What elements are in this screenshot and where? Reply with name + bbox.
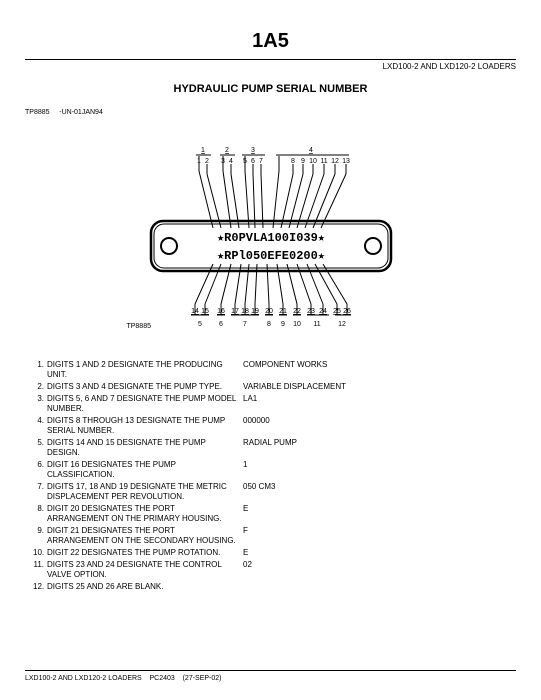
svg-text:20: 20 [265, 308, 273, 315]
svg-text:11: 11 [320, 158, 327, 165]
top-label: 2 [225, 147, 229, 154]
svg-text:26: 26 [343, 308, 351, 315]
document-reference: TP8885 -UN-01JAN94 [25, 109, 516, 116]
top-label: 1 [201, 147, 205, 154]
svg-text:10: 10 [293, 321, 301, 328]
plate-line-2: ★RPl050EFE0200★ [216, 249, 324, 263]
svg-text:8: 8 [267, 321, 271, 328]
footer-date: (27-SEP-02) [183, 675, 222, 682]
header-product-label: LXD100-2 AND LXD120-2 LOADERS [25, 62, 516, 71]
svg-text:12: 12 [331, 158, 339, 165]
svg-text:16: 16 [217, 308, 225, 315]
definitions-list: 1. DIGITS 1 AND 2 DESIGNATE THE PRODUCIN… [33, 360, 516, 592]
doc-ref-date: -UN-01JAN94 [59, 109, 103, 116]
svg-text:12: 12 [338, 321, 346, 328]
footer-manual-code: PC2403 [150, 675, 175, 682]
svg-text:23: 23 [307, 308, 315, 315]
diagram-container: ★R0PVLA100I039★ ★RPl050EFE0200★ [25, 136, 516, 336]
svg-text:2: 2 [205, 158, 209, 165]
definition-row: 4. DIGITS 8 THROUGH 13 DESIGNATE THE PUM… [33, 416, 516, 436]
definition-row: 9. DIGIT 21 DESIGNATES THE PORT ARRANGEM… [33, 526, 516, 546]
svg-text:24: 24 [319, 308, 327, 315]
svg-text:4: 4 [229, 158, 233, 165]
top-label: 4 [309, 147, 313, 154]
page-footer: LXD100-2 AND LXD120-2 LOADERS PC2403 (27… [25, 670, 516, 682]
svg-text:8: 8 [291, 158, 295, 165]
svg-text:6: 6 [251, 158, 255, 165]
definition-value: COMPONENT WORKS [243, 360, 516, 370]
definition-row: 1. DIGITS 1 AND 2 DESIGNATE THE PRODUCIN… [33, 360, 516, 380]
section-number: 1A5 [25, 30, 516, 53]
svg-text:5: 5 [198, 321, 202, 328]
svg-text:10: 10 [309, 158, 317, 165]
svg-text:7: 7 [259, 158, 263, 165]
top-label: 3 [251, 147, 255, 154]
definition-row: 3. DIGITS 5, 6 AND 7 DESIGNATE THE PUMP … [33, 394, 516, 414]
plate-line-1: ★R0PVLA100I039★ [216, 231, 324, 245]
svg-text:5: 5 [243, 158, 247, 165]
svg-text:19: 19 [251, 308, 259, 315]
svg-text:3: 3 [221, 158, 225, 165]
svg-text:13: 13 [342, 158, 350, 165]
svg-text:17: 17 [231, 308, 239, 315]
svg-text:18: 18 [241, 308, 249, 315]
definition-text: DIGITS 1 AND 2 DESIGNATE THE PRODUCING U… [47, 360, 243, 380]
svg-text:22: 22 [293, 308, 301, 315]
svg-text:25: 25 [333, 308, 341, 315]
serial-plate-diagram: ★R0PVLA100I039★ ★RPl050EFE0200★ [121, 136, 421, 336]
svg-text:9: 9 [301, 158, 305, 165]
definition-row: 5. DIGITS 14 AND 15 DESIGNATE THE PUMP D… [33, 438, 516, 458]
doc-ref-code: TP8885 [25, 109, 50, 116]
svg-text:21: 21 [279, 308, 287, 315]
svg-text:11: 11 [313, 321, 320, 328]
definition-row: 11. DIGITS 23 AND 24 DESIGNATE THE CONTR… [33, 560, 516, 580]
definition-number: 1. [33, 360, 47, 370]
definition-row: 12. DIGITS 25 AND 26 ARE BLANK. [33, 582, 516, 592]
diagram-code-label: TP8885 [126, 323, 151, 330]
svg-text:7: 7 [243, 321, 247, 328]
svg-text:1: 1 [197, 158, 201, 165]
footer-product: LXD100-2 AND LXD120-2 LOADERS [25, 675, 142, 682]
header-rule [25, 59, 516, 60]
definition-row: 2. DIGITS 3 AND 4 DESIGNATE THE PUMP TYP… [33, 382, 516, 392]
footer-left: LXD100-2 AND LXD120-2 LOADERS PC2403 (27… [25, 675, 222, 682]
svg-text:9: 9 [281, 321, 285, 328]
definition-row: 8. DIGIT 20 DESIGNATES THE PORT ARRANGEM… [33, 504, 516, 524]
definition-row: 6. DIGIT 16 DESIGNATES THE PUMP CLASSIFI… [33, 460, 516, 480]
page: 1A5 LXD100-2 AND LXD120-2 LOADERS HYDRAU… [0, 0, 541, 700]
svg-text:6: 6 [219, 321, 223, 328]
page-title: HYDRAULIC PUMP SERIAL NUMBER [25, 83, 516, 95]
svg-text:14: 14 [191, 308, 199, 315]
definition-row: 7. DIGITS 17, 18 AND 19 DESIGNATE THE ME… [33, 482, 516, 502]
definition-row: 10. DIGIT 22 DESIGNATES THE PUMP ROTATIO… [33, 548, 516, 558]
svg-text:15: 15 [201, 308, 209, 315]
